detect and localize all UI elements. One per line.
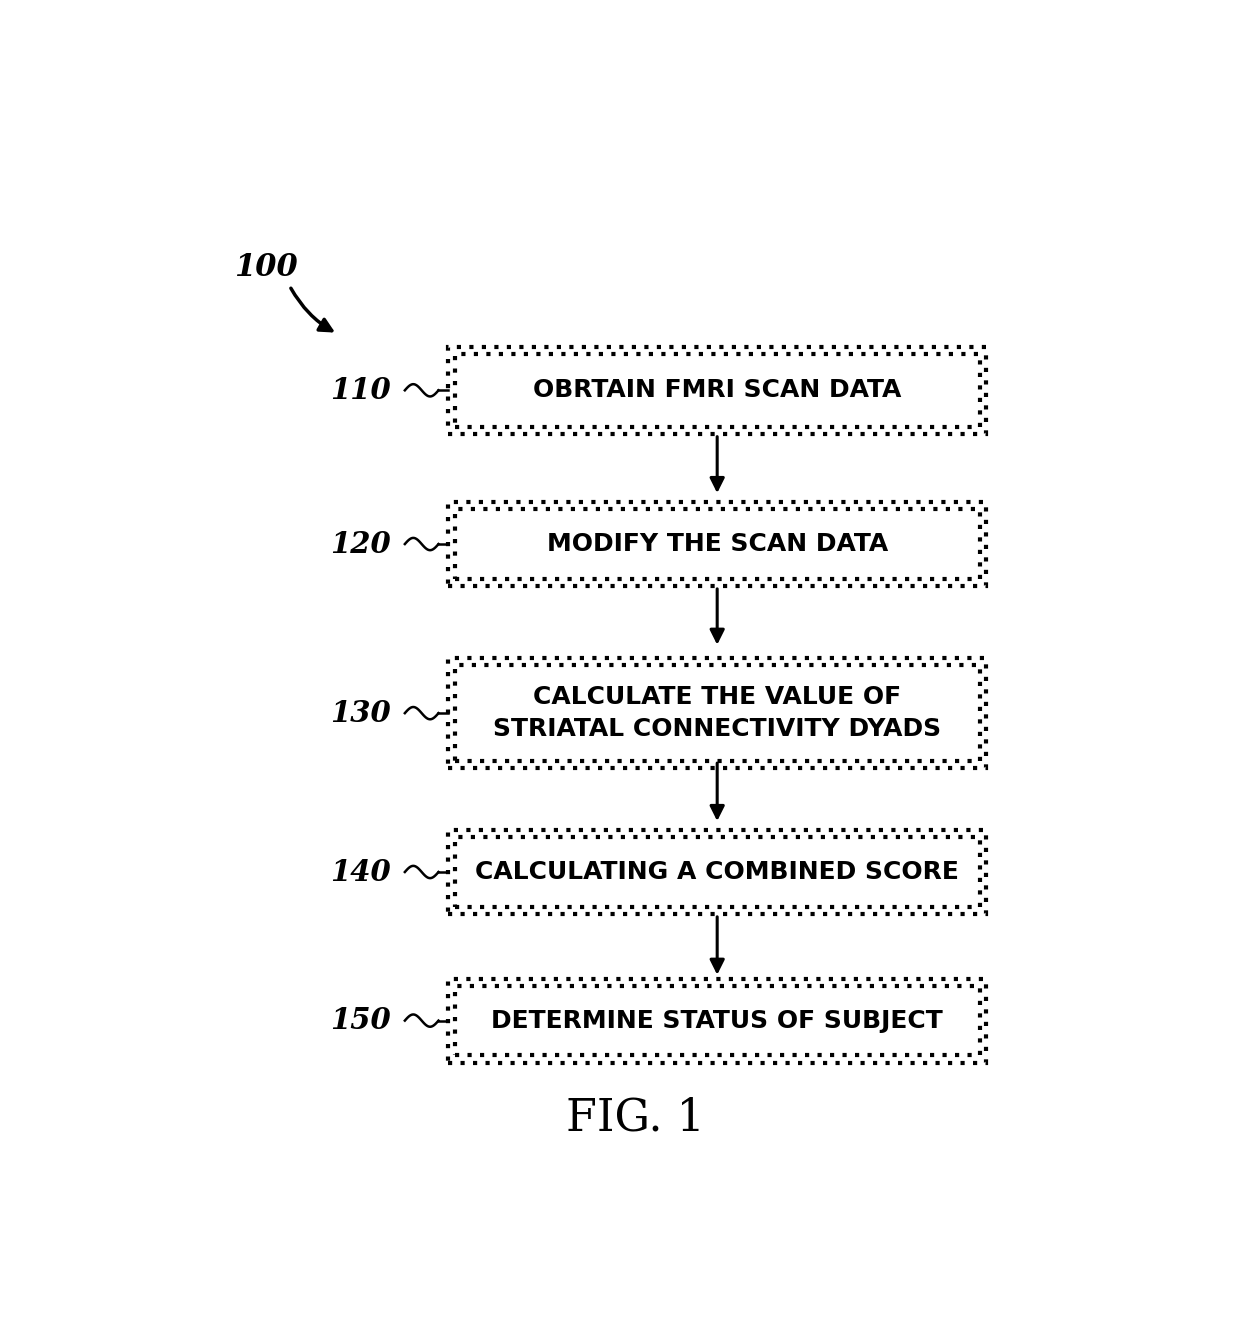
Bar [455,837,980,906]
Text: 130: 130 [330,699,391,728]
Bar [455,666,980,761]
Text: DETERMINE STATUS OF SUBJECT: DETERMINE STATUS OF SUBJECT [491,1009,944,1033]
Text: 110: 110 [330,375,391,405]
Bar [448,347,986,434]
Bar [448,502,986,586]
Bar [448,502,986,586]
Bar [448,347,986,434]
Bar [448,831,986,914]
Bar [455,354,980,427]
Bar [448,978,986,1062]
Text: CALCULATING A COMBINED SCORE: CALCULATING A COMBINED SCORE [475,860,959,884]
Text: OBRTAIN FMRI SCAN DATA: OBRTAIN FMRI SCAN DATA [533,378,901,402]
Text: CALCULATE THE VALUE OF
STRIATAL CONNECTIVITY DYADS: CALCULATE THE VALUE OF STRIATAL CONNECTI… [494,685,941,741]
Bar [448,658,986,768]
Bar [455,510,980,579]
Text: 140: 140 [330,857,391,886]
Text: 150: 150 [330,1006,391,1036]
Text: FIG. 1: FIG. 1 [567,1097,704,1139]
Bar [455,986,980,1055]
Bar [448,831,986,914]
Text: 100: 100 [233,252,298,282]
Bar [448,658,986,768]
Text: 120: 120 [330,530,391,559]
Text: MODIFY THE SCAN DATA: MODIFY THE SCAN DATA [547,532,888,556]
Bar [448,978,986,1062]
